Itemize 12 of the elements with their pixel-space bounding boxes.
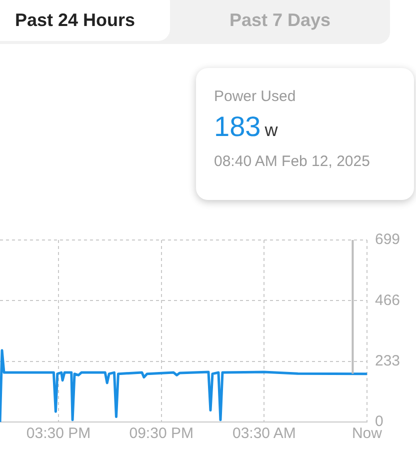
y-tick-label: 466: [374, 292, 400, 309]
text: Past 24 Hours: [0, 0, 170, 41]
text: 08:40 AM Feb 12, 2025: [214, 153, 371, 170]
text: 183: [214, 111, 261, 142]
x-tick-label: 09:30 PM: [129, 425, 194, 442]
x-tick-label: 03:30 PM: [26, 425, 91, 442]
text: Past 7 Days: [228, 9, 332, 32]
y-tick-label: 699: [374, 231, 400, 248]
x-tick-label: 03:30 AM: [232, 425, 296, 442]
text: w: [264, 120, 278, 140]
text: Power Used: [214, 88, 297, 105]
y-tick-label: 233: [374, 352, 400, 370]
